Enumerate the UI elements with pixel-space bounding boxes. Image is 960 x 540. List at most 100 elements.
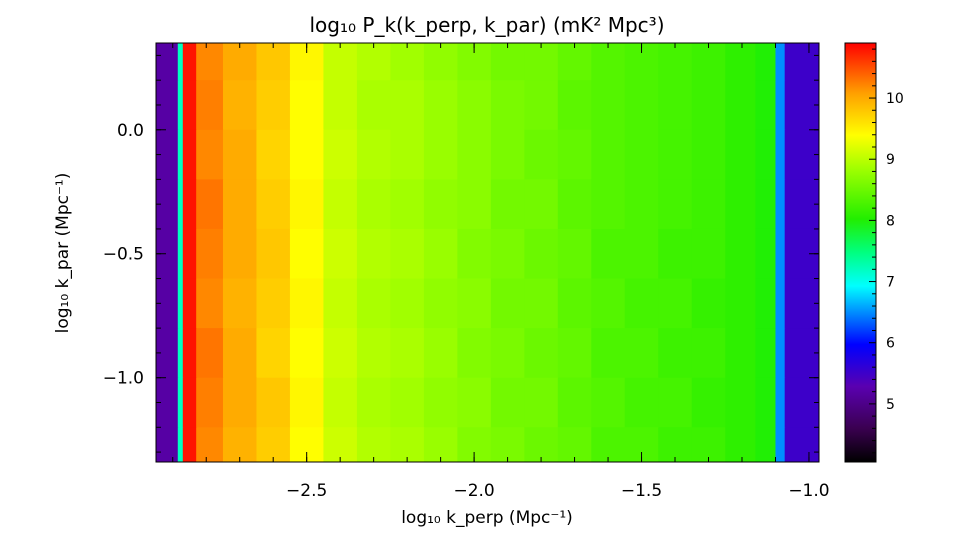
heatmap-cell <box>289 377 325 428</box>
heatmap-cell <box>490 179 525 230</box>
heatmap-cell <box>725 328 756 379</box>
heatmap-cell <box>356 278 391 329</box>
heatmap-cell <box>691 377 726 428</box>
heatmap-cell <box>524 377 559 428</box>
heatmap-cell <box>289 228 325 280</box>
heatmap-cell <box>524 228 559 280</box>
x-tick-label: −1.0 <box>788 481 829 501</box>
heatmap <box>156 43 819 462</box>
heatmap-cell <box>490 328 525 379</box>
heatmap-cell <box>725 129 756 180</box>
heatmap-cell <box>457 278 492 329</box>
heatmap-cell <box>156 427 179 462</box>
heatmap-cell <box>658 427 693 462</box>
heatmap-cell <box>390 179 425 230</box>
heatmap-cell <box>323 427 358 462</box>
heatmap-cell <box>775 427 786 462</box>
heatmap-cell <box>490 377 525 428</box>
heatmap-cell <box>725 228 756 280</box>
heatmap-cell <box>289 278 325 329</box>
heatmap-cell <box>725 179 756 230</box>
heatmap-cell <box>755 179 777 230</box>
heatmap-cell <box>624 328 659 379</box>
heatmap-cell <box>390 228 425 280</box>
heatmap-cell <box>323 228 358 280</box>
heatmap-cell <box>423 80 458 131</box>
heatmap-cell <box>658 328 693 379</box>
heatmap-cell <box>784 278 819 329</box>
heatmap-cell <box>256 43 291 81</box>
heatmap-cell <box>196 80 224 131</box>
heatmap-cell <box>256 179 291 230</box>
heatmap-cell <box>356 228 391 280</box>
heatmap-cell <box>524 427 559 462</box>
heatmap-cell <box>196 179 224 230</box>
heatmap-cell <box>775 328 786 379</box>
heatmap-cell <box>182 179 197 230</box>
heatmap-cell <box>624 129 659 180</box>
heatmap-cell <box>784 80 819 131</box>
heatmap-cell <box>658 179 693 230</box>
x-axis: −2.5 −2.0 −1.5 −1.0 <box>172 43 830 501</box>
heatmap-cell <box>222 179 258 230</box>
heatmap-cell <box>490 43 525 81</box>
heatmap-cell <box>156 129 179 180</box>
heatmap-cell <box>557 328 592 379</box>
heatmap-cell <box>182 377 197 428</box>
heatmap-cell <box>177 80 184 131</box>
heatmap-cell <box>755 278 777 329</box>
heatmap-cell <box>390 427 425 462</box>
x-axis-label: log₁₀ k_perp (Mpc⁻¹) <box>401 508 573 528</box>
heatmap-cell <box>457 228 492 280</box>
heatmap-cell <box>256 377 291 428</box>
heatmap-cell <box>423 328 458 379</box>
heatmap-cell <box>784 43 819 81</box>
heatmap-cell <box>524 80 559 131</box>
heatmap-cell <box>725 80 756 131</box>
heatmap-cell <box>356 80 391 131</box>
heatmap-cell <box>755 43 777 81</box>
heatmap-cell <box>289 129 325 180</box>
plot-frame <box>155 42 820 463</box>
colorbar-tick-label: 5 <box>886 397 895 413</box>
heatmap-cell <box>156 43 179 81</box>
heatmap-cell <box>356 43 391 81</box>
heatmap-cell <box>196 328 224 379</box>
heatmap-cell <box>423 427 458 462</box>
heatmap-cell <box>222 43 258 81</box>
heatmap-cell <box>323 328 358 379</box>
heatmap-cell <box>423 228 458 280</box>
heatmap-cell <box>222 80 258 131</box>
heatmap-cell <box>182 43 197 81</box>
heatmap-cell <box>490 129 525 180</box>
heatmap-cell <box>591 427 626 462</box>
heatmap-cell <box>658 129 693 180</box>
colorbar-tick-label: 6 <box>886 336 895 352</box>
heatmap-cell <box>624 377 659 428</box>
heatmap-cell <box>289 179 325 230</box>
heatmap-cell <box>177 377 184 428</box>
heatmap-cell <box>557 228 592 280</box>
heatmap-cell <box>390 129 425 180</box>
heatmap-cell <box>775 179 786 230</box>
heatmap-cell <box>156 80 179 131</box>
heatmap-cell <box>423 179 458 230</box>
heatmap-cell <box>591 43 626 81</box>
heatmap-cell <box>557 427 592 462</box>
heatmap-cell <box>755 377 777 428</box>
heatmap-cell <box>658 228 693 280</box>
heatmap-cell <box>390 43 425 81</box>
heatmap-cell <box>658 43 693 81</box>
heatmap-cell <box>784 328 819 379</box>
heatmap-cell <box>390 278 425 329</box>
heatmap-cell <box>691 228 726 280</box>
heatmap-cell <box>323 179 358 230</box>
heatmap-cell <box>196 377 224 428</box>
heatmap-cell <box>222 328 258 379</box>
heatmap-cell <box>196 427 224 462</box>
heatmap-cell <box>177 228 184 280</box>
heatmap-cell <box>755 328 777 379</box>
heatmap-cell <box>182 328 197 379</box>
y-tick-label: −0.5 <box>103 245 144 265</box>
